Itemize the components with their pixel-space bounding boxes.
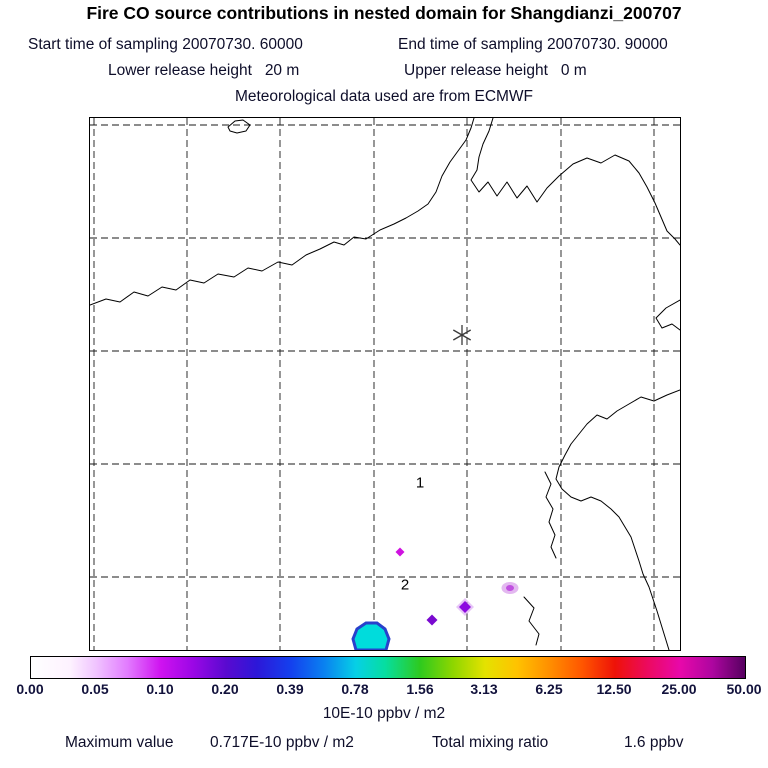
colorbar-tick: 12.50 <box>596 681 632 697</box>
met-source-label: Meteorological data used are from ECMWF <box>234 88 534 105</box>
plume-cell-2 <box>426 614 438 626</box>
page-title: Fire CO source contributions in nested d… <box>86 3 682 23</box>
colorbar-tick: 50.00 <box>726 681 762 697</box>
coastlines <box>90 118 680 650</box>
plume-cell-5 <box>351 621 391 650</box>
end-time-label: End time of sampling 20070730. 90000 <box>398 36 668 53</box>
plume-cell-4 <box>506 585 514 591</box>
map-gridlines <box>90 118 680 650</box>
colorbar-tick: 0.10 <box>146 681 174 697</box>
colorbar-tick: 25.00 <box>661 681 697 697</box>
colorbar-gradient <box>31 657 745 678</box>
colorbar-tick: 0.39 <box>276 681 304 697</box>
colorbar-tick: 3.13 <box>470 681 498 697</box>
colorbar-tick: 1.56 <box>406 681 434 697</box>
station-marker-icon <box>452 325 472 345</box>
upper-release-label: Upper release height 0 m <box>404 62 587 79</box>
plume-cell-3 <box>459 601 471 613</box>
colorbar-tick: 0.00 <box>16 681 44 697</box>
mixing-ratio-value: 1.6 ppbv <box>624 734 684 751</box>
plume-cells <box>351 547 519 650</box>
colorbar-unit-label: 10E-10 ppbv / m2 <box>322 705 446 722</box>
area-label-2: 2 <box>401 577 409 594</box>
colorbar <box>30 656 746 679</box>
colorbar-tick: 0.05 <box>81 681 109 697</box>
area-label-1: 1 <box>416 475 424 492</box>
map-canvas: 1 2 <box>90 118 680 650</box>
colorbar-tick: 0.78 <box>341 681 369 697</box>
lower-release-label: Lower release height 20 m <box>108 62 300 79</box>
mixing-ratio-label: Total mixing ratio <box>432 734 549 751</box>
max-value-label: Maximum value <box>65 734 174 751</box>
map-frame: 1 2 <box>89 117 681 651</box>
colorbar-tick: 0.20 <box>211 681 239 697</box>
max-value: 0.717E-10 ppbv / m2 <box>210 734 354 751</box>
colorbar-tick: 6.25 <box>535 681 563 697</box>
plume-cell-1 <box>395 547 405 557</box>
start-time-label: Start time of sampling 20070730. 60000 <box>28 36 303 53</box>
